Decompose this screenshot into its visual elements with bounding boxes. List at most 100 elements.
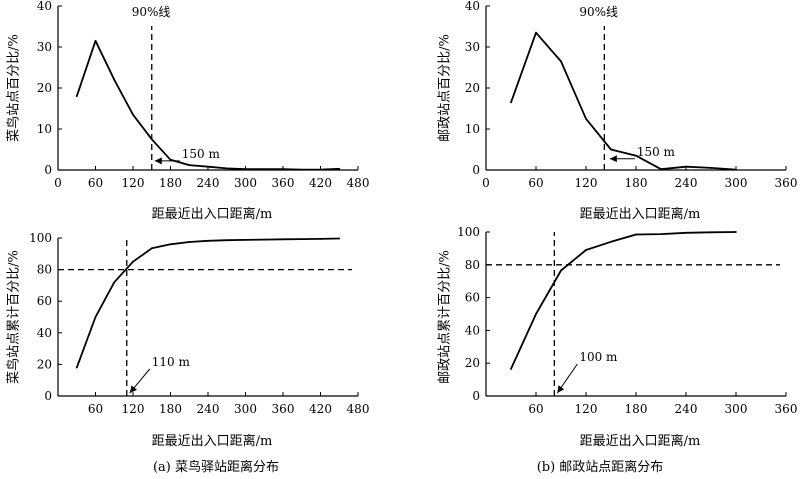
data-point — [535, 31, 537, 34]
y-tick-label: 40 — [465, 0, 480, 13]
data-point — [207, 165, 209, 168]
data-point — [188, 241, 191, 243]
x-tick-label: 120 — [122, 402, 145, 416]
data-point — [113, 78, 116, 81]
data-point — [735, 168, 737, 171]
ninety-percent-line-label: 90%线 — [579, 5, 618, 19]
x-tick-label: 60 — [88, 176, 103, 190]
data-point — [735, 231, 737, 233]
data-point — [685, 231, 687, 234]
data-point — [685, 165, 687, 168]
chart-cainiao-cumulative: 60 120 180 240 300 360 420 480 0 20 40 60 80 100 距最近出入… — [6, 231, 370, 449]
y-tick-label: 80 — [37, 263, 52, 277]
x-tick-label: 60 — [88, 402, 103, 416]
y-tick-label: 0 — [472, 389, 480, 403]
series-line — [510, 31, 737, 171]
x-axis-label: 距最近出入口距离/m — [152, 433, 273, 449]
data-point — [150, 138, 153, 141]
data-point — [263, 168, 266, 171]
data-point — [94, 316, 97, 318]
data-point — [710, 167, 712, 169]
series-line — [510, 231, 737, 370]
x-tick-label: 120 — [122, 176, 145, 190]
x-tick-label: 120 — [575, 402, 598, 416]
data-point — [319, 238, 322, 240]
x-tick-label: 0 — [54, 176, 62, 190]
data-point — [188, 164, 191, 166]
data-point — [585, 249, 587, 251]
data-point — [225, 167, 228, 170]
data-point — [244, 238, 247, 241]
data-point — [282, 168, 284, 171]
data-point — [207, 239, 209, 242]
x-tick-label: 420 — [309, 402, 332, 416]
data-point — [560, 269, 562, 272]
annotation-label: 150 m — [637, 145, 676, 159]
y-tick-label: 0 — [44, 163, 52, 177]
data-point — [75, 366, 78, 369]
caption-a: (a) 菜鸟驿站距离分布 — [153, 459, 279, 475]
annotation-arrowhead — [154, 157, 162, 165]
x-axis-label: 距最近出入口距离/m — [152, 206, 273, 222]
data-point — [710, 231, 712, 234]
data-point — [610, 240, 612, 243]
data-point — [660, 233, 662, 236]
data-point — [660, 168, 662, 171]
x-tick-label: 120 — [575, 176, 598, 190]
y-tick-label: 40 — [465, 323, 480, 337]
data-point — [535, 313, 537, 315]
x-tick-label: 360 — [272, 402, 295, 416]
data-point — [635, 154, 637, 157]
y-tick-label: 80 — [465, 258, 480, 272]
annotation-label: 110 m — [152, 355, 191, 369]
chart-post-percentage: 0 60 120 180 240 300 360 0 10 20 30 40 距最近出入口距离/m 邮政站… — [438, 0, 798, 222]
data-point — [610, 148, 612, 151]
data-point — [94, 39, 97, 42]
y-axis-label: 菜鸟站点累计百分比/% — [6, 250, 22, 384]
x-tick-label: 360 — [775, 176, 798, 190]
y-tick-label: 100 — [457, 225, 480, 239]
x-tick-label: 180 — [625, 176, 648, 190]
data-point — [244, 168, 247, 171]
chart-post-cumulative: 60 120 180 240 300 360 0 20 40 60 80 100 距最近出入口距离/m 邮… — [438, 225, 798, 449]
y-tick-label: 20 — [37, 81, 52, 95]
x-tick-label: 60 — [528, 176, 543, 190]
data-point — [113, 281, 116, 284]
x-tick-label: 300 — [234, 176, 257, 190]
x-tick-label: 360 — [272, 176, 295, 190]
y-tick-label: 60 — [37, 294, 52, 308]
x-tick-label: 300 — [725, 402, 748, 416]
data-point — [132, 113, 134, 116]
x-tick-label: 240 — [675, 176, 698, 190]
x-axis-label: 距最近出入口距离/m — [580, 206, 701, 222]
caption-b: (b) 邮政站点距离分布 — [537, 459, 664, 475]
x-tick-label: 240 — [197, 402, 220, 416]
annotation-label: 100 m — [579, 350, 618, 364]
x-tick-label: 0 — [482, 176, 490, 190]
ninety-percent-line-label: 90%线 — [132, 5, 171, 19]
y-tick-label: 20 — [465, 81, 480, 95]
data-point — [300, 168, 303, 171]
x-tick-label: 420 — [309, 176, 332, 190]
data-point — [338, 167, 341, 170]
x-axis-label: 距最近出入口距离/m — [580, 433, 701, 449]
annotation-arrowhead — [609, 155, 617, 163]
data-point — [263, 238, 266, 241]
data-point — [585, 117, 587, 120]
data-point — [510, 101, 512, 104]
data-point — [169, 243, 172, 246]
data-point — [635, 233, 637, 236]
y-tick-label: 40 — [37, 326, 52, 340]
y-tick-label: 20 — [465, 356, 480, 370]
y-axis-label: 邮政站点百分比/% — [438, 34, 453, 142]
x-tick-label: 480 — [347, 402, 370, 416]
x-tick-label: 180 — [625, 402, 648, 416]
y-tick-label: 20 — [37, 357, 52, 371]
data-point — [300, 238, 303, 241]
y-tick-label: 40 — [37, 0, 52, 13]
annotation-label: 150 m — [182, 147, 221, 161]
data-point — [150, 247, 153, 250]
x-tick-label: 360 — [775, 402, 798, 416]
annotation-arrowhead — [129, 385, 137, 393]
